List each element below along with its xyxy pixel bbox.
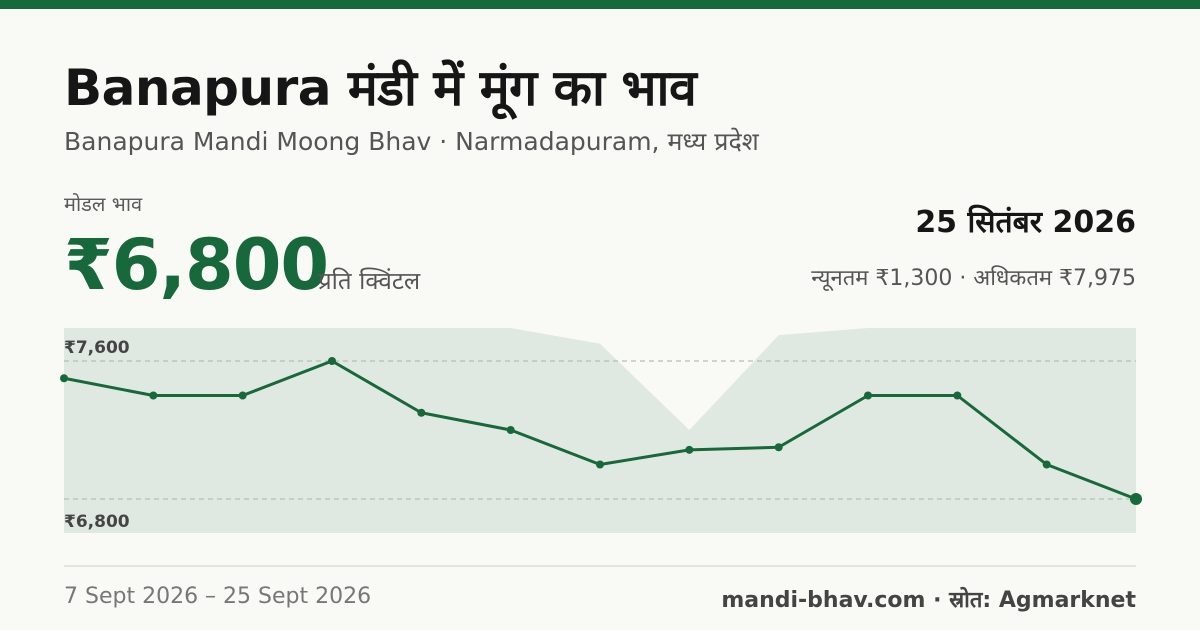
data-point [864, 391, 872, 400]
data-point [774, 443, 783, 452]
top-accent-bar [0, 0, 1200, 9]
data-point [596, 460, 604, 469]
page-subtitle: Banapura Mandi Moong Bhav · Narmadapuram… [64, 127, 759, 156]
data-point [328, 357, 336, 365]
source-credit: mandi-bhav.com · स्रोत: Agmarknet [721, 588, 1136, 613]
reference-label: ₹6,800 [64, 512, 130, 532]
model-price-value: ₹6,800 [64, 224, 329, 306]
price-unit: प्रति क्विंटल [318, 267, 421, 295]
data-point [953, 391, 962, 400]
model-price-label: मोडल भाव [64, 192, 143, 216]
data-point [506, 426, 515, 434]
page-title: Banapura मंडी में मूंग का भाव [64, 59, 697, 117]
data-point [149, 391, 158, 400]
date-range: 7 Sept 2026 – 25 Sept 2026 [64, 584, 372, 609]
data-point [238, 391, 247, 400]
reference-label: ₹7,600 [64, 338, 130, 358]
footer-divider [64, 565, 1136, 567]
data-point [60, 374, 68, 383]
data-point [1042, 460, 1051, 469]
price-date: 25 सितंबर 2026 [915, 205, 1136, 240]
latest-data-point [1130, 493, 1142, 505]
price-line-chart: ₹7,600 ₹6,800 [60, 328, 1142, 533]
min-max-range: न्यूनतम ₹1,300 · अधिकतम ₹7,975 [811, 266, 1136, 291]
data-point [685, 445, 694, 454]
min-max-band [64, 328, 1136, 533]
data-point [417, 408, 426, 417]
